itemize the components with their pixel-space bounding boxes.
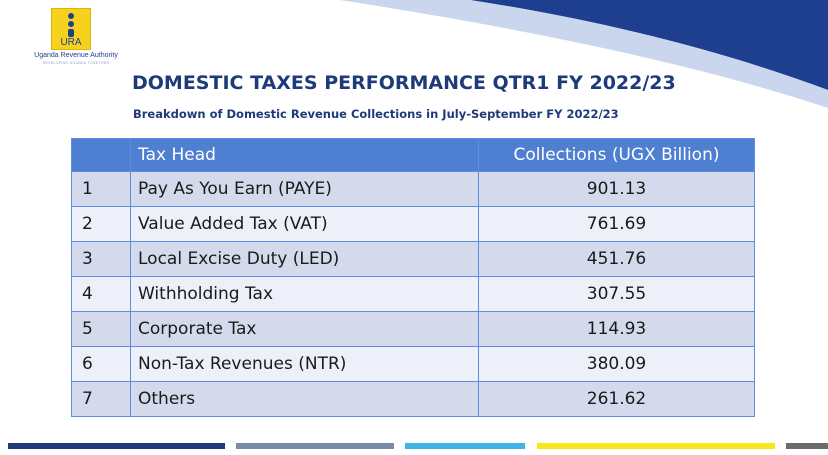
row-value: 761.69 — [478, 206, 755, 242]
header-number — [71, 138, 131, 172]
row-number: 5 — [71, 311, 131, 347]
row-tax-head: Withholding Tax — [130, 276, 479, 312]
row-value: 114.93 — [478, 311, 755, 347]
page-title: DOMESTIC TAXES PERFORMANCE QTR1 FY 2022/… — [132, 72, 676, 94]
footer-bar-yellow — [537, 443, 775, 449]
row-value: 261.62 — [478, 381, 755, 417]
collections-table: Tax Head Collections (UGX Billion) 1 Pay… — [71, 138, 755, 417]
row-tax-head: Others — [130, 381, 479, 417]
row-number: 6 — [71, 346, 131, 382]
logo-abbr: URA — [60, 37, 82, 48]
footer-bar-grey — [236, 443, 394, 449]
footer-bar-cyan — [405, 443, 525, 449]
row-tax-head: Pay As You Earn (PAYE) — [130, 171, 479, 207]
row-value: 307.55 — [478, 276, 755, 312]
row-number: 3 — [71, 241, 131, 277]
logo-emblem: URA — [51, 8, 91, 50]
footer-bar-darkgrey — [786, 443, 828, 449]
table-header-row: Tax Head Collections (UGX Billion) — [71, 138, 755, 172]
table-row: 6 Non-Tax Revenues (NTR) 380.09 — [71, 346, 755, 382]
ura-logo: URA Uganda Revenue Authority DEVELOPING … — [22, 8, 130, 70]
table-row: 7 Others 261.62 — [71, 381, 755, 417]
row-number: 2 — [71, 206, 131, 242]
table-row: 1 Pay As You Earn (PAYE) 901.13 — [71, 171, 755, 207]
table-row: 4 Withholding Tax 307.55 — [71, 276, 755, 312]
logo-name: Uganda Revenue Authority — [34, 52, 118, 59]
table-row: 2 Value Added Tax (VAT) 761.69 — [71, 206, 755, 242]
row-number: 7 — [71, 381, 131, 417]
page-subtitle: Breakdown of Domestic Revenue Collection… — [133, 107, 619, 121]
logo-tagline: DEVELOPING UGANDA TOGETHER — [42, 61, 110, 65]
row-value: 380.09 — [478, 346, 755, 382]
table-row: 3 Local Excise Duty (LED) 451.76 — [71, 241, 755, 277]
footer-bar-navy — [8, 443, 225, 449]
row-tax-head: Non-Tax Revenues (NTR) — [130, 346, 479, 382]
header-tax-head: Tax Head — [130, 138, 479, 172]
table-row: 5 Corporate Tax 114.93 — [71, 311, 755, 347]
row-value: 451.76 — [478, 241, 755, 277]
row-tax-head: Corporate Tax — [130, 311, 479, 347]
row-number: 4 — [71, 276, 131, 312]
row-number: 1 — [71, 171, 131, 207]
row-tax-head: Local Excise Duty (LED) — [130, 241, 479, 277]
header-collections: Collections (UGX Billion) — [478, 138, 755, 172]
row-tax-head: Value Added Tax (VAT) — [130, 206, 479, 242]
row-value: 901.13 — [478, 171, 755, 207]
